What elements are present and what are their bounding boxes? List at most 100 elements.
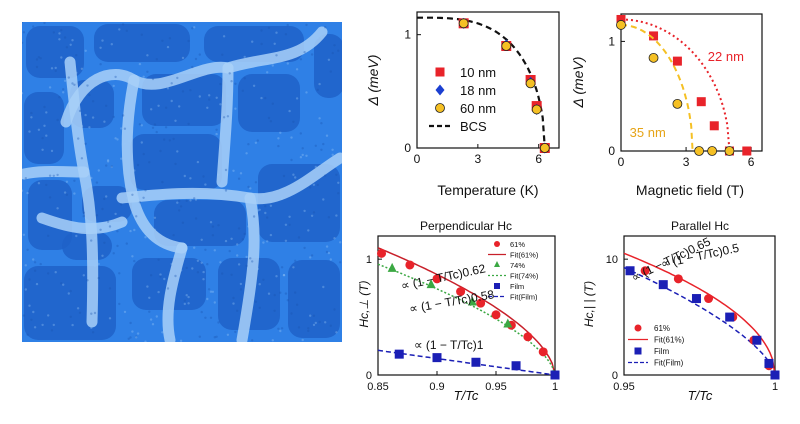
texture-speck: [32, 25, 35, 28]
texture-speck: [288, 109, 291, 113]
texture-speck: [43, 124, 46, 128]
texture-speck: [299, 132, 302, 135]
texture-speck: [116, 244, 119, 248]
texture-speck: [310, 53, 314, 56]
texture-speck: [335, 331, 338, 334]
plot-frame: [377, 235, 556, 376]
texture-speck: [301, 147, 304, 150]
texture-speck: [26, 248, 29, 251]
texture-speck: [262, 194, 265, 197]
texture-speck: [125, 242, 128, 245]
texture-speck: [329, 70, 332, 73]
texture-speck: [76, 307, 80, 310]
texture-speck: [243, 77, 246, 80]
texture-speck: [337, 192, 340, 195]
texture-speck: [269, 120, 273, 123]
texture-speck: [108, 317, 112, 320]
data-point-22nm: [649, 31, 659, 41]
texture-speck: [148, 296, 151, 299]
texture-speck: [28, 304, 31, 307]
texture-speck: [131, 193, 134, 196]
texture-speck: [47, 314, 50, 317]
texture-speck: [239, 282, 243, 286]
texture-speck: [194, 217, 198, 220]
texture-speck: [200, 261, 203, 264]
texture-speck: [43, 105, 46, 109]
texture-speck: [316, 37, 319, 40]
texture-speck: [140, 124, 143, 127]
texture-speck: [62, 88, 65, 91]
texture-speck: [264, 205, 267, 208]
texture-speck: [258, 208, 261, 211]
texture-speck: [187, 302, 190, 305]
texture-speck: [267, 116, 271, 120]
texture-speck: [228, 249, 231, 253]
texture-speck: [280, 266, 284, 269]
texture-speck: [277, 327, 280, 330]
texture-speck: [187, 39, 190, 43]
bcs-curve: [417, 16, 546, 149]
texture-speck: [129, 229, 132, 233]
texture-speck: [329, 324, 332, 327]
texture-speck: [110, 43, 114, 46]
data-point: [387, 262, 397, 272]
texture-speck: [309, 256, 312, 259]
texture-speck: [230, 80, 233, 83]
texture-speck: [33, 269, 37, 272]
texture-speck: [69, 289, 72, 293]
texture-speck: [60, 282, 63, 285]
texture-speck: [48, 86, 52, 89]
texture-speck: [105, 195, 108, 198]
texture-speck: [310, 214, 314, 217]
texture-speck: [91, 100, 95, 103]
texture-speck: [153, 216, 157, 219]
texture-speck: [133, 259, 136, 263]
texture-speck: [157, 104, 160, 108]
texture-speck: [146, 70, 149, 73]
texture-speck: [144, 236, 147, 239]
texture-speck: [127, 140, 130, 143]
texture-speck: [120, 203, 123, 206]
texture-speck: [106, 159, 110, 162]
texture-speck: [271, 64, 274, 67]
texture-speck: [110, 165, 114, 169]
texture-speck: [112, 252, 115, 255]
texture-speck: [191, 65, 194, 69]
data-point: [725, 312, 735, 322]
texture-speck: [252, 215, 256, 218]
dark-region: [130, 134, 222, 190]
y-tick-label: 0: [612, 370, 618, 382]
texture-speck: [327, 58, 331, 61]
texture-speck: [179, 205, 183, 208]
texture-speck: [170, 262, 173, 266]
texture-speck: [178, 209, 181, 212]
axis-label: Hc,⊥ (T): [357, 280, 371, 327]
texture-speck: [22, 31, 26, 34]
texture-speck: [254, 141, 258, 144]
legend-label: Fit(61%): [510, 251, 539, 260]
texture-speck: [241, 64, 244, 68]
texture-speck: [327, 251, 331, 255]
data-point-35nm: [616, 20, 626, 30]
texture-speck: [82, 215, 85, 218]
texture-speck: [183, 302, 186, 306]
texture-speck: [237, 263, 241, 266]
texture-speck: [54, 69, 57, 73]
texture-speck: [121, 114, 125, 117]
texture-speck: [325, 134, 329, 137]
texture-speck: [234, 107, 237, 110]
texture-speck: [193, 246, 196, 249]
texture-speck: [333, 44, 336, 47]
stm-micrograph: [22, 22, 342, 342]
texture-speck: [249, 187, 252, 190]
texture-speck: [338, 159, 342, 162]
texture-speck: [224, 239, 228, 243]
texture-speck: [185, 266, 188, 270]
texture-speck: [282, 174, 286, 178]
texture-speck: [280, 197, 284, 200]
data-point: [456, 287, 466, 297]
texture-speck: [226, 115, 230, 118]
texture-speck: [193, 197, 196, 200]
